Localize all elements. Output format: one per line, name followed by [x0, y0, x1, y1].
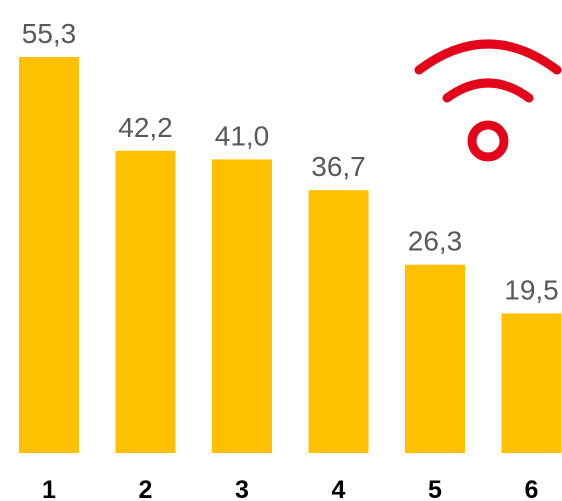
- category-label-5: 5: [428, 476, 442, 501]
- category-label-4: 4: [332, 476, 346, 501]
- bars-group: [19, 57, 562, 454]
- value-label-3: 41,0: [215, 120, 270, 151]
- value-label-6: 19,5: [504, 274, 559, 305]
- bar-3: [212, 159, 272, 453]
- wifi-dot-icon: [467, 120, 509, 162]
- category-label-2: 2: [139, 476, 153, 501]
- wifi-signal-icon: [414, 39, 562, 162]
- bar-2: [115, 150, 176, 454]
- wifi-inner-arc-icon: [442, 78, 534, 103]
- category-label-3: 3: [235, 476, 249, 501]
- value-label-4: 36,7: [311, 151, 366, 182]
- value-labels-group: 55,3 42,2 41,0 36,7 26,3 19,5: [22, 18, 559, 305]
- bar-6: [501, 313, 562, 453]
- value-label-5: 26,3: [408, 226, 463, 257]
- category-label-1: 1: [42, 476, 56, 501]
- category-label-6: 6: [525, 476, 539, 501]
- bar-4: [308, 190, 369, 453]
- category-labels-group: 1 2 3 4 5 6: [42, 476, 538, 501]
- wifi-outer-arc-icon: [414, 39, 562, 75]
- bar-1: [19, 57, 79, 453]
- value-label-1: 55,3: [22, 18, 77, 49]
- bar-5: [405, 264, 465, 453]
- value-label-2: 42,2: [118, 112, 173, 143]
